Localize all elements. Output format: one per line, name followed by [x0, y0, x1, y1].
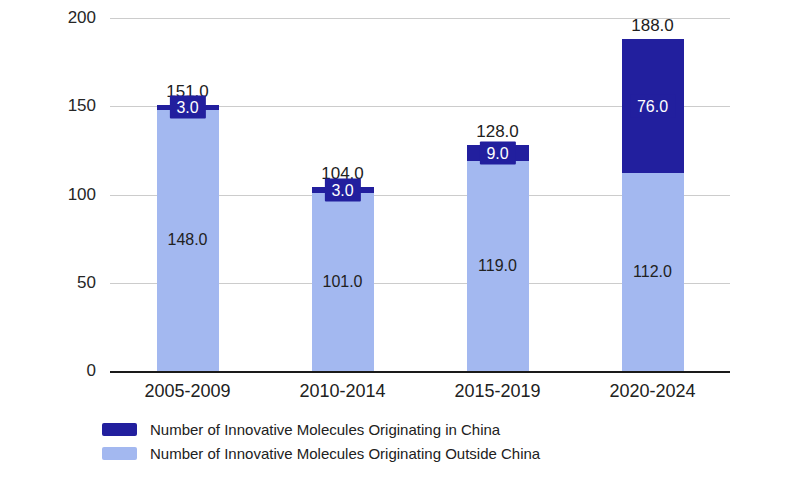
legend-item: Number of Innovative Molecules Originati… — [102, 445, 540, 462]
y-axis-tick-labels: 050100150200 — [28, 18, 96, 371]
bar-total-label: 188.0 — [631, 16, 674, 36]
y-axis-tick-label: 0 — [87, 361, 96, 381]
bar-slot: 151.03.0148.0 — [110, 18, 265, 371]
bar-slot: 188.0 76.0 112.0 — [575, 18, 730, 371]
x-axis-label: 2010-2014 — [265, 381, 420, 402]
bar-2020-2024: 188.076.0112.0 — [622, 39, 684, 371]
segment-outside-china-label: 112.0 — [633, 263, 672, 281]
y-axis-tick-label: 200 — [68, 8, 96, 28]
y-axis-tick-label: 150 — [68, 96, 96, 116]
legend-label: Number of Innovative Molecules Originati… — [150, 445, 540, 462]
bar-slot: 104.03.0101.0 — [265, 18, 420, 371]
segment-outside-china-label: 101.0 — [322, 273, 362, 291]
legend-label: Number of Innovative Molecules Originati… — [150, 421, 500, 438]
legend: Number of Innovative Molecules Originati… — [102, 421, 540, 469]
x-axis-label: 2005-2009 — [110, 381, 265, 402]
bar-2010-2014: 104.03.0101.0 — [312, 187, 374, 371]
x-axis-label: 2020-2024 — [575, 381, 730, 402]
plot-area: 151.03.0148.0104.03.0101.0128.09.0119.01… — [110, 18, 730, 373]
bar-2005-2009: 151.03.0148.0 — [157, 105, 219, 372]
y-axis-tick-label: 50 — [77, 273, 96, 293]
legend-item: Number of Innovative Molecules Originati… — [102, 421, 540, 438]
x-axis-category-labels: 2005-20092010-20142015-20192020-2024 — [110, 381, 730, 402]
x-axis-label: 2015-2019 — [420, 381, 575, 402]
bar-slot: 128.09.0 119.0 — [420, 18, 575, 371]
bars-container: 151.03.0148.0104.03.0101.0128.09.0119.01… — [110, 18, 730, 371]
y-axis-tick-label: 100 — [68, 185, 96, 205]
bar-total-label: 128.0 — [476, 122, 519, 142]
bar-2015-2019: 128.09.0119.0 — [467, 145, 529, 371]
segment-in-china-label: 3.0 — [324, 179, 360, 202]
segment-in-china-label: 76.0 — [630, 95, 675, 118]
segment-outside-china-label: 148.0 — [167, 231, 207, 249]
legend-swatch — [102, 447, 137, 460]
segment-in-china-label: 3.0 — [169, 96, 205, 119]
legend-swatch — [102, 423, 137, 436]
segment-in-china-label: 9.0 — [479, 142, 515, 165]
segment-outside-china-label: 119.0 — [478, 257, 517, 275]
stacked-bar-chart: 050100150200 151.03.0148.0104.03.0101.01… — [0, 0, 800, 480]
